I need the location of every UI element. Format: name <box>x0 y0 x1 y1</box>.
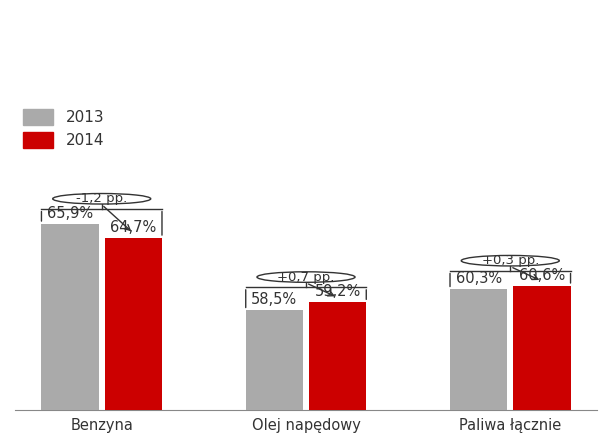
Text: 64,7%: 64,7% <box>110 220 157 235</box>
Text: 58,5%: 58,5% <box>252 293 297 307</box>
Text: 60,3%: 60,3% <box>455 271 502 286</box>
Bar <box>42 224 99 448</box>
Text: -1,2 pp.: -1,2 pp. <box>76 192 127 205</box>
Bar <box>513 286 570 448</box>
Text: 59,2%: 59,2% <box>315 284 361 299</box>
Legend: 2013, 2014: 2013, 2014 <box>23 109 104 148</box>
Ellipse shape <box>257 272 355 282</box>
Ellipse shape <box>461 255 559 266</box>
Ellipse shape <box>53 194 151 204</box>
Bar <box>450 289 507 448</box>
Text: 65,9%: 65,9% <box>47 206 93 221</box>
Bar <box>309 302 366 448</box>
Bar <box>246 310 303 448</box>
Text: +0,7 pp.: +0,7 pp. <box>277 271 335 284</box>
Text: +0,3 pp.: +0,3 pp. <box>482 254 539 267</box>
Text: 60,6%: 60,6% <box>519 268 565 283</box>
Bar <box>105 238 162 448</box>
